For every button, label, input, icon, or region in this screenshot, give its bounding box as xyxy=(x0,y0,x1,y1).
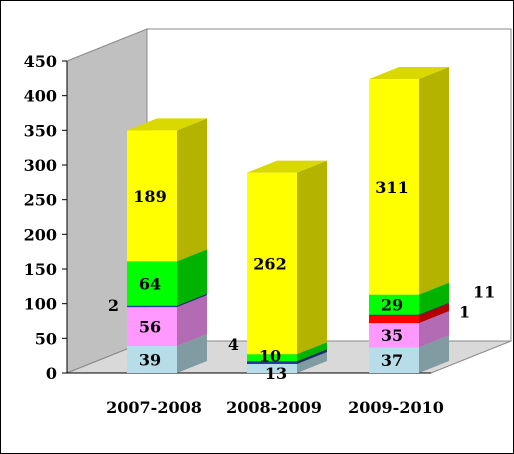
bar-segment-front xyxy=(247,172,297,355)
y-tick-label: 400 xyxy=(24,87,57,106)
data-label: 189 xyxy=(133,187,166,206)
x-tick-label: 2009-2010 xyxy=(348,398,444,417)
y-tick-label: 300 xyxy=(24,156,57,175)
bar-segment-front xyxy=(127,261,177,306)
y-tick-label: 200 xyxy=(24,225,57,244)
data-label: 2 xyxy=(108,296,119,315)
bar-segment-top xyxy=(127,118,207,131)
y-tick-label: 50 xyxy=(35,329,57,348)
x-axis-labels: 2007-2008 2008-2009 2009-2010 xyxy=(106,398,444,417)
bar-segment-front xyxy=(247,354,297,362)
bar-segment-side xyxy=(419,311,449,348)
data-labels: 39 56 2 64 189 13 4 10 262 37 35 111 29 311 xyxy=(108,178,495,383)
bar-segment-side xyxy=(419,303,449,324)
data-label: 64 xyxy=(139,275,161,294)
bar-segment-front xyxy=(369,314,419,316)
bar-segment-side xyxy=(419,67,449,295)
x-tick-label: 2008-2009 xyxy=(226,398,322,417)
data-label: 39 xyxy=(139,350,161,369)
bar-segment-front xyxy=(127,305,177,308)
bar-segment-side xyxy=(297,160,327,355)
bar-segment-top xyxy=(247,160,327,173)
y-tick-label: 0 xyxy=(46,364,57,383)
data-label: 11 xyxy=(473,282,495,301)
bar-segment-side xyxy=(297,349,327,364)
bar-segment xyxy=(127,118,207,262)
bar-segment-side xyxy=(297,351,327,373)
bar-segment-side xyxy=(297,342,327,362)
data-label: 56 xyxy=(139,318,161,337)
x-tick-label: 2007-2008 xyxy=(106,398,202,417)
data-label: 1 xyxy=(459,302,470,321)
bar-segment-side xyxy=(177,333,207,373)
bar-segment-front xyxy=(127,307,177,346)
data-label: 10 xyxy=(259,347,281,366)
y-axis: 0 50 100 150 200 250 300 350 400 450 xyxy=(24,52,431,383)
bar-segment xyxy=(247,160,327,355)
bar-segment-front xyxy=(369,79,419,295)
y-tick-label: 100 xyxy=(24,295,57,314)
data-label: 311 xyxy=(375,178,408,197)
y-tick-label: 250 xyxy=(24,191,57,210)
bar-segment-front xyxy=(247,363,297,373)
bar-segment-front xyxy=(369,315,419,324)
data-label: 37 xyxy=(381,351,403,370)
data-label: 35 xyxy=(381,326,403,345)
bar-segment-side xyxy=(177,293,207,308)
data-label: 262 xyxy=(253,254,286,273)
bar-segment-front xyxy=(369,294,419,315)
data-label: 4 xyxy=(228,335,239,354)
bar-segment-side xyxy=(419,302,449,316)
data-label: 13 xyxy=(265,364,287,383)
bar-segment xyxy=(369,67,449,295)
bar-segment-side xyxy=(419,335,449,373)
y-tick-label: 350 xyxy=(24,121,57,140)
bar-segment-side xyxy=(177,118,207,262)
bar-segment-top xyxy=(369,67,449,80)
data-label: 29 xyxy=(381,296,403,315)
bar-segment-front xyxy=(127,130,177,262)
y-tick-label: 150 xyxy=(24,260,57,279)
bar-segment-front xyxy=(127,345,177,373)
y-tick-label: 450 xyxy=(24,52,57,71)
bar-segment-front xyxy=(369,347,419,373)
bar-segment-side xyxy=(419,282,449,315)
bar-segment-side xyxy=(177,295,207,346)
bars xyxy=(127,67,449,373)
bar-segment-front xyxy=(247,361,297,364)
bar-segment-side xyxy=(177,249,207,306)
bar-segment-front xyxy=(369,323,419,348)
